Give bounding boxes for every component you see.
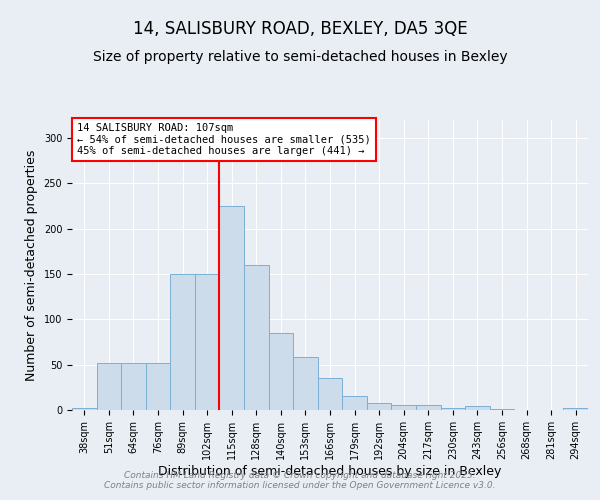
Bar	[342, 396, 367, 410]
Bar	[318, 378, 342, 410]
Bar	[195, 274, 220, 410]
Bar	[220, 206, 244, 410]
Bar	[416, 404, 440, 410]
Text: Size of property relative to semi-detached houses in Bexley: Size of property relative to semi-detach…	[92, 50, 508, 64]
Bar	[293, 358, 318, 410]
X-axis label: Distribution of semi-detached houses by size in Bexley: Distribution of semi-detached houses by …	[158, 464, 502, 477]
Bar	[121, 363, 146, 410]
Text: 14 SALISBURY ROAD: 107sqm
← 54% of semi-detached houses are smaller (535)
45% of: 14 SALISBURY ROAD: 107sqm ← 54% of semi-…	[77, 123, 371, 156]
Bar	[72, 408, 97, 410]
Bar	[440, 408, 465, 410]
Text: Contains HM Land Registry data © Crown copyright and database right 2025.
Contai: Contains HM Land Registry data © Crown c…	[104, 470, 496, 490]
Bar	[170, 274, 195, 410]
Bar	[465, 406, 490, 410]
Text: 14, SALISBURY ROAD, BEXLEY, DA5 3QE: 14, SALISBURY ROAD, BEXLEY, DA5 3QE	[133, 20, 467, 38]
Bar	[367, 403, 391, 410]
Bar	[146, 363, 170, 410]
Bar	[269, 333, 293, 410]
Bar	[97, 363, 121, 410]
Bar	[563, 408, 588, 410]
Y-axis label: Number of semi-detached properties: Number of semi-detached properties	[25, 150, 38, 380]
Bar	[391, 406, 416, 410]
Bar	[490, 409, 514, 410]
Bar	[244, 265, 269, 410]
